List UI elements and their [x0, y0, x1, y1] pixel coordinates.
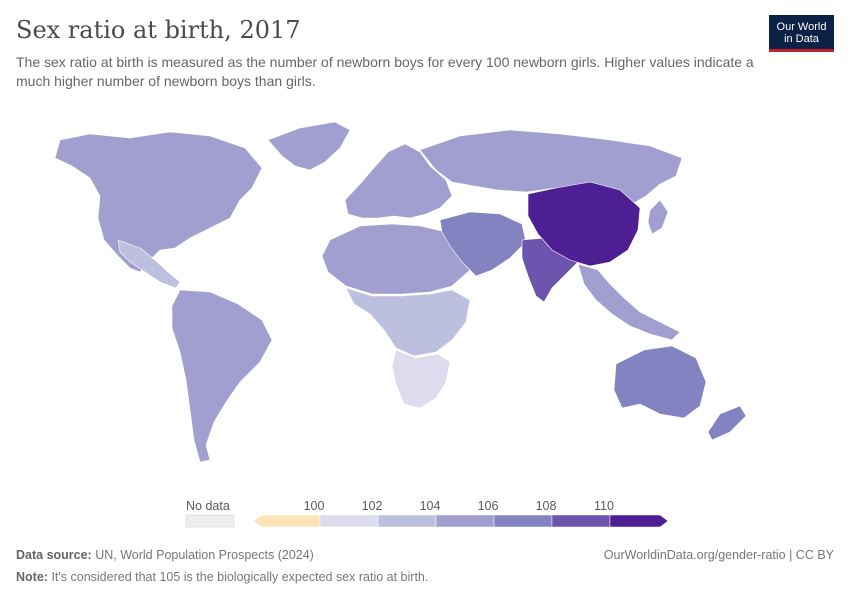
chart-title: Sex ratio at birth, 2017	[16, 16, 301, 44]
region-africa-central[interactable]	[345, 287, 471, 357]
region-africa-south[interactable]	[391, 349, 451, 409]
region-southeast-asia[interactable]	[577, 263, 681, 341]
footer-note: Note: It's considered that 105 is the bi…	[16, 570, 428, 584]
legend-tick-102: 102	[362, 499, 383, 513]
legend-bin-5[interactable]	[551, 514, 611, 528]
legend-tick-108: 108	[536, 499, 557, 513]
footer-url[interactable]: OurWorldinData.org/gender-ratio | CC BY	[603, 548, 834, 562]
legend-bin-1[interactable]	[319, 514, 379, 528]
legend-bin-2[interactable]	[377, 514, 437, 528]
footer-source: Data source: UN, World Population Prospe…	[16, 548, 314, 562]
legend-bin-3[interactable]	[435, 514, 495, 528]
legend-ticks: 100 102 104 106 108 110	[304, 499, 614, 513]
owid-logo[interactable]: Our World in Data	[769, 15, 834, 52]
legend-tick-100: 100	[304, 499, 325, 513]
legend-bin-6[interactable]	[609, 514, 669, 528]
legend-no-data-label: No data	[186, 499, 230, 513]
legend-tick-106: 106	[478, 499, 499, 513]
region-japan[interactable]	[647, 199, 669, 235]
region-greenland[interactable]	[267, 121, 351, 171]
legend-bins	[253, 514, 669, 528]
legend-tick-110: 110	[594, 499, 614, 513]
chart-subtitle: The sex ratio at birth is measured as th…	[16, 54, 754, 89]
logo-line-1: Our World	[776, 21, 827, 33]
legend-no-data-swatch	[185, 514, 235, 528]
region-south-america[interactable]	[171, 289, 273, 463]
map-legend: No data 100 102 104 106 108 110	[185, 499, 669, 528]
legend-tick-104: 104	[420, 499, 441, 513]
logo-line-2: in Data	[784, 33, 819, 45]
region-new-zealand[interactable]	[707, 405, 747, 441]
region-africa-north[interactable]	[321, 223, 471, 295]
source-label: Data source:	[16, 548, 92, 562]
world-map[interactable]	[0, 100, 850, 490]
region-australia[interactable]	[613, 345, 707, 419]
legend-bin-0[interactable]	[253, 514, 321, 528]
region-russia[interactable]	[419, 129, 683, 205]
note-label: Note:	[16, 570, 48, 584]
region-north-america[interactable]	[54, 131, 263, 273]
region-europe[interactable]	[344, 143, 453, 219]
source-text: UN, World Population Prospects (2024)	[95, 548, 314, 562]
legend-bin-4[interactable]	[493, 514, 553, 528]
note-text: It's considered that 105 is the biologic…	[51, 570, 429, 584]
region-china[interactable]	[527, 181, 641, 267]
region-middle-east[interactable]	[439, 211, 527, 277]
region-central-america[interactable]	[117, 239, 181, 289]
